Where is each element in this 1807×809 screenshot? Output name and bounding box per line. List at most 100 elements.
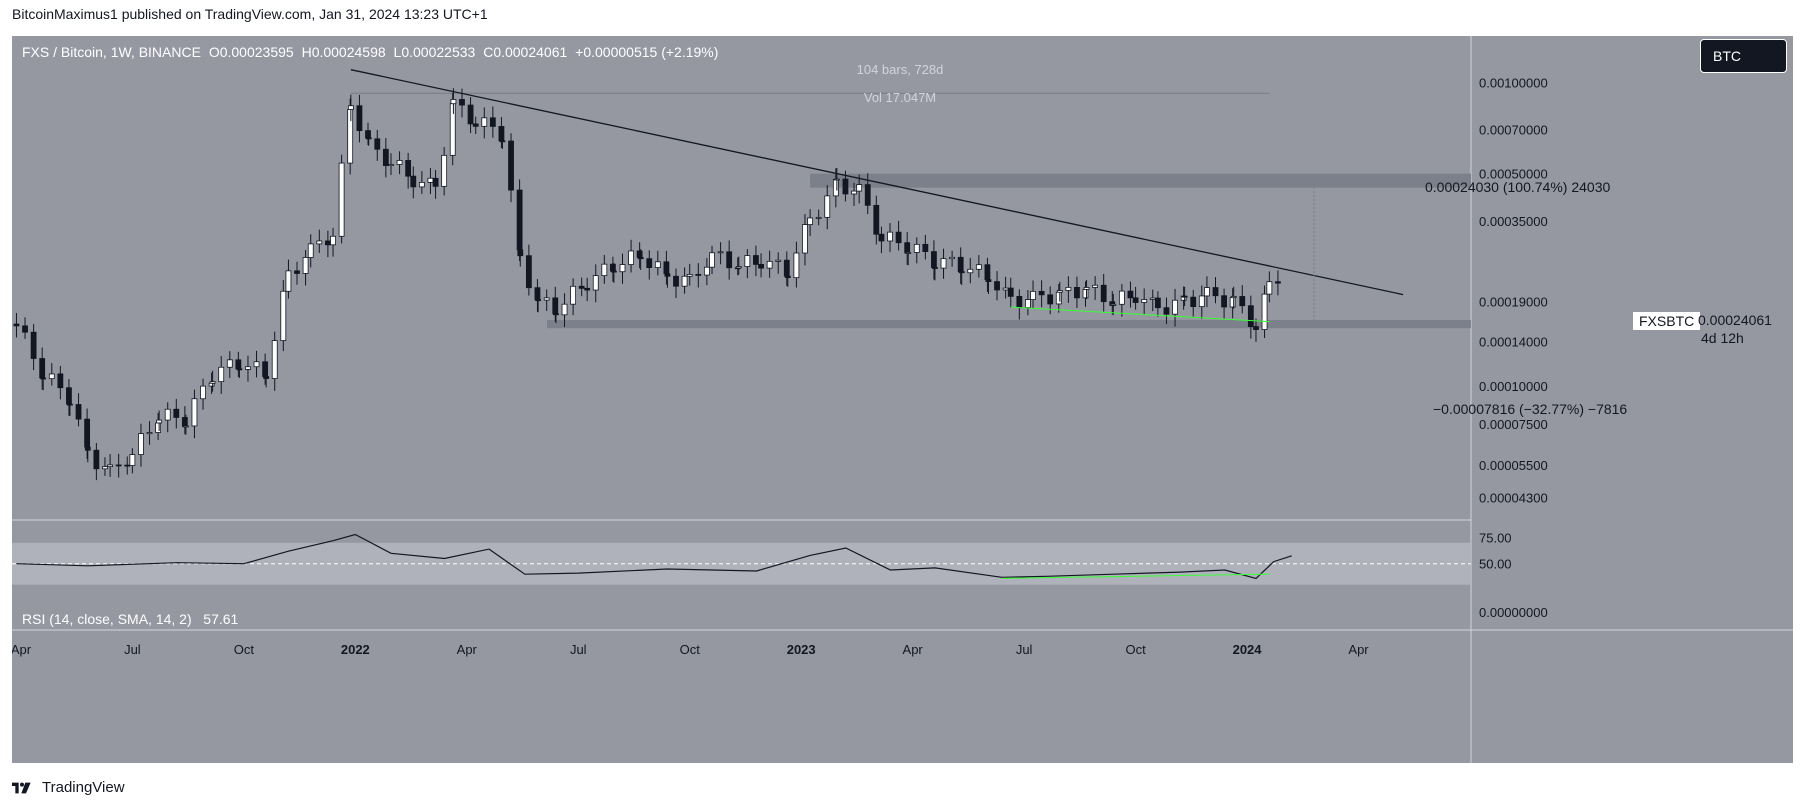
candle-body xyxy=(949,256,956,260)
candle-body xyxy=(516,189,523,251)
time-tick-label: 2023 xyxy=(787,642,816,657)
candle-body xyxy=(441,154,448,187)
price-tick-label: 0.00004300 xyxy=(1479,490,1548,505)
candle-body xyxy=(832,179,839,197)
candle-body xyxy=(686,274,693,277)
candle-body xyxy=(1275,281,1281,284)
candle-body xyxy=(681,275,688,287)
candle-body xyxy=(561,303,568,316)
candle-body xyxy=(1083,287,1090,290)
legend-open: O0.00023595 xyxy=(208,44,294,60)
candle-body xyxy=(263,376,270,379)
candle-body xyxy=(418,181,425,188)
descending-trendline xyxy=(350,69,1404,296)
candle-body xyxy=(775,259,782,262)
candle-body xyxy=(1110,303,1117,306)
candle-body xyxy=(1100,284,1107,303)
price-tick-label: 0.00007500 xyxy=(1479,417,1548,432)
candle-body xyxy=(294,270,300,274)
candle-body xyxy=(1074,286,1080,299)
candle-body xyxy=(784,275,791,279)
time-tick-label: Jul xyxy=(124,642,141,657)
currency-button[interactable]: BTC xyxy=(1700,39,1787,73)
candle-body xyxy=(517,249,524,257)
candle-body xyxy=(499,140,506,143)
time-tick-label: Apr xyxy=(1348,642,1369,657)
candle-body xyxy=(783,259,790,277)
candle-body xyxy=(1229,297,1236,308)
tradingview-logo-icon xyxy=(12,782,31,793)
candle-body xyxy=(107,464,113,468)
candle-body xyxy=(338,162,345,237)
candle-body xyxy=(637,256,644,260)
candle-body xyxy=(1253,326,1259,330)
price-tick-label: 0.00070000 xyxy=(1479,122,1548,137)
candle-body xyxy=(1261,293,1268,330)
candle-body xyxy=(1247,305,1254,327)
symbol-tag: FXSBTC xyxy=(1633,312,1701,330)
rsi-label: RSI (14, close, SMA, 14, 2) xyxy=(22,611,192,627)
candle-body xyxy=(467,104,474,125)
candle-body xyxy=(905,252,912,254)
candle-body xyxy=(1141,299,1148,303)
candle-body xyxy=(22,325,28,333)
candle-body xyxy=(324,240,331,246)
time-tick-label: Jul xyxy=(570,642,587,657)
candle-body xyxy=(654,261,661,268)
time-tick-label: Apr xyxy=(12,642,32,657)
candle-body xyxy=(553,313,559,316)
candle-body xyxy=(498,126,505,142)
candle-body xyxy=(1181,295,1188,298)
candle-body xyxy=(984,264,991,281)
candle-body xyxy=(1002,287,1009,291)
candle-body xyxy=(200,385,206,400)
candle-body xyxy=(1016,295,1023,308)
candle-body xyxy=(1198,295,1205,308)
price-tick-label: 0.00050000 xyxy=(1479,167,1548,182)
candle-body xyxy=(552,297,559,315)
tradingview-footer[interactable]: TradingView xyxy=(12,779,125,796)
candle-body xyxy=(851,190,857,195)
candle-body xyxy=(75,404,82,420)
range-info: 104 bars, 728d Vol 17.047M xyxy=(800,56,1000,112)
measure-down-label: −0.00007816 (−32.77%) −7816 xyxy=(1433,401,1628,417)
time-tick-label: Jul xyxy=(1016,642,1033,657)
candle-body xyxy=(856,184,863,192)
rsi-support-line xyxy=(1001,573,1270,579)
candle-body xyxy=(1154,297,1161,309)
resistance-zone xyxy=(810,173,1471,188)
time-tick-label: 2022 xyxy=(341,642,370,657)
price-chart[interactable]: 0.00100000 0.00070000 0.00050000 0.00035000… xyxy=(12,36,1793,763)
time-tick-label: Apr xyxy=(903,642,924,657)
candle-body xyxy=(543,297,550,301)
candle-body xyxy=(932,267,938,269)
candle-body xyxy=(1055,291,1062,305)
candle-body xyxy=(405,160,412,177)
candle-body xyxy=(181,417,188,427)
candle-body xyxy=(824,195,831,218)
candle-body xyxy=(432,177,439,187)
candle-body xyxy=(584,287,591,291)
candle-body xyxy=(66,387,72,405)
candle-body xyxy=(663,261,670,275)
candle-body xyxy=(459,99,465,106)
candle-body xyxy=(636,250,643,258)
candle-body xyxy=(1163,307,1170,315)
candle-body xyxy=(280,290,287,341)
candle-body xyxy=(30,331,37,359)
candle-body xyxy=(815,216,822,219)
bar-countdown: 4d 12h xyxy=(1701,330,1744,346)
candle-body xyxy=(735,266,742,269)
candle-body xyxy=(396,160,403,165)
rsi-tick-label: 50.00 xyxy=(1479,557,1512,572)
candle-body xyxy=(1025,299,1031,308)
rsi-line xyxy=(16,533,1292,580)
candle-body xyxy=(922,243,929,252)
candle-body xyxy=(84,418,91,448)
candle-body xyxy=(365,130,371,139)
candle-body xyxy=(1082,289,1089,299)
candle-body xyxy=(155,422,162,433)
candle-body xyxy=(115,464,122,467)
footer-brand: TradingView xyxy=(42,779,125,796)
price-tick-label: 0.00035000 xyxy=(1479,214,1548,229)
